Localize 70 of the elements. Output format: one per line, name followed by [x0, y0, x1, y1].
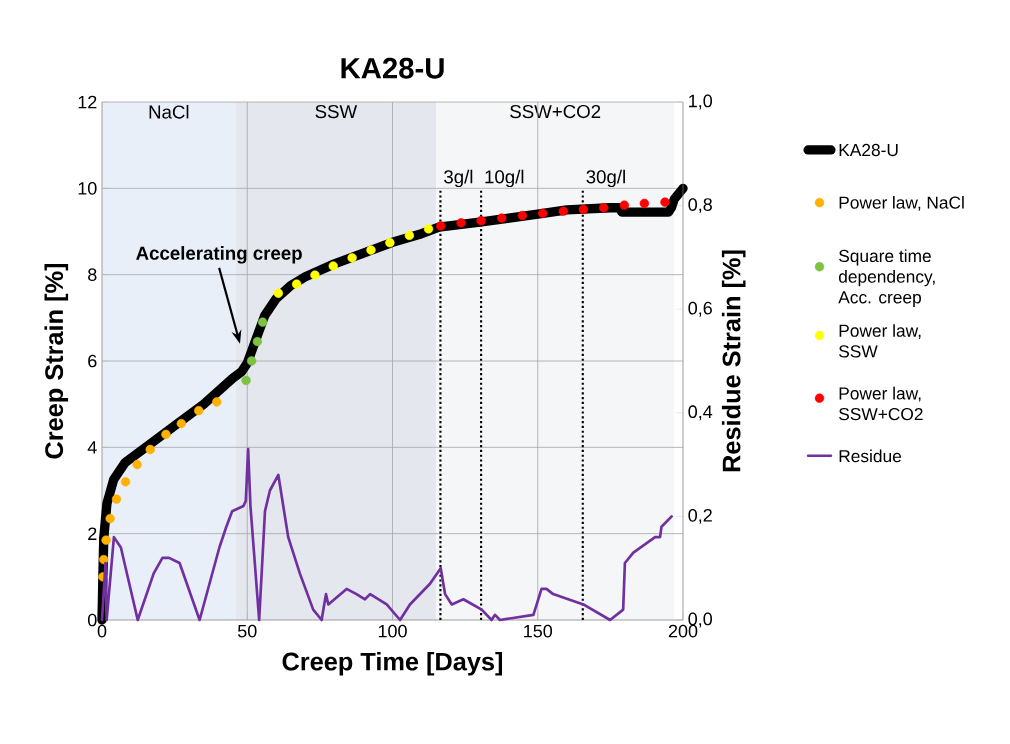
point	[241, 375, 251, 386]
point	[101, 535, 111, 545]
point	[310, 270, 320, 280]
point	[558, 206, 568, 216]
point	[423, 224, 434, 234]
point	[273, 288, 284, 298]
point	[517, 210, 528, 221]
point	[328, 261, 338, 271]
point	[257, 317, 268, 327]
point	[476, 216, 486, 226]
y2-axis-title: Residue Strain [%]	[721, 250, 746, 472]
y2-tick-label: 1,0	[689, 94, 713, 110]
point	[404, 230, 415, 241]
point	[619, 200, 629, 210]
point	[436, 221, 446, 231]
point	[639, 198, 650, 209]
point	[538, 208, 548, 219]
band-label: NaCl	[149, 104, 189, 119]
y2-tick-label: 0,8	[688, 198, 712, 214]
point	[120, 477, 131, 487]
x-tick-label: 0	[97, 624, 107, 638]
x-tick-label: 100	[378, 624, 407, 638]
legend-label: Square time dependency, Acc. creep	[838, 249, 935, 307]
y2-tick-label: 0,2	[688, 508, 712, 524]
point	[497, 213, 507, 223]
band-label: SSW+CO2	[510, 104, 601, 119]
point	[212, 397, 222, 407]
point	[385, 238, 395, 248]
legend-label: Power law, SSW+CO2	[839, 386, 923, 421]
point	[660, 197, 670, 207]
point	[111, 494, 122, 504]
point	[347, 253, 357, 263]
y-tick-label: 0	[87, 613, 97, 627]
y-tick-label: 10	[78, 181, 97, 195]
point	[246, 356, 257, 366]
point	[599, 203, 609, 213]
x-axis-title: Creep Time [Days]	[282, 651, 503, 676]
x-tick-label: 150	[524, 624, 553, 638]
point	[99, 554, 109, 565]
band-label: SSW	[315, 104, 358, 119]
ref-line-label: 10g/l	[485, 169, 524, 188]
point	[578, 204, 589, 215]
point	[291, 279, 302, 289]
point	[252, 336, 263, 347]
chart-title: KA28-U	[341, 57, 444, 79]
y-tick-label: 6	[88, 354, 97, 368]
point	[132, 459, 142, 470]
line-series	[100, 447, 674, 622]
point	[161, 429, 171, 440]
legend-label: Power law, NaCl	[839, 196, 964, 211]
y2-tick-label: 0,6	[688, 301, 712, 317]
legend-label: Power law, SSW	[839, 324, 921, 358]
ref-line-label: 3g/l	[444, 169, 473, 188]
point	[176, 418, 186, 429]
y-tick-label: 2	[88, 527, 97, 540]
point	[145, 444, 155, 455]
y-tick-label: 8	[88, 268, 97, 282]
legend-label: KA28-U	[839, 143, 898, 157]
legend-label: Residue	[839, 449, 902, 463]
point	[105, 513, 115, 524]
y-tick-label: 12	[78, 95, 97, 109]
point	[366, 245, 376, 255]
point	[456, 218, 466, 228]
y-tick-label: 4	[87, 441, 97, 454]
point	[194, 405, 204, 416]
annotation: Accelerating creep	[136, 246, 302, 264]
x-tick-label: 50	[237, 624, 257, 638]
ref-line-label: 30g/l	[586, 169, 625, 188]
y2-tick-label: 0,4	[688, 405, 713, 421]
y-axis-title: Creep Strain [%]	[44, 263, 69, 459]
